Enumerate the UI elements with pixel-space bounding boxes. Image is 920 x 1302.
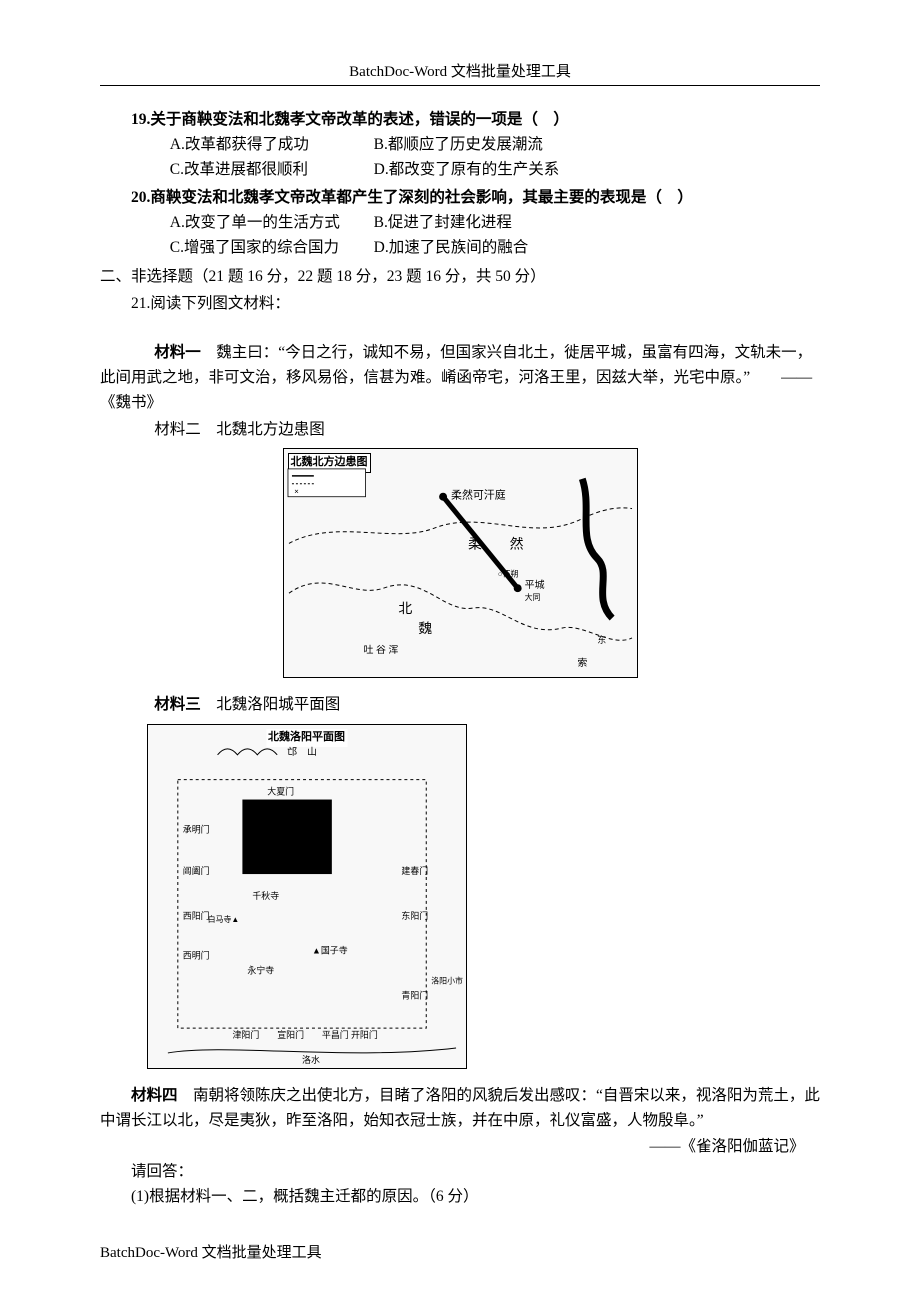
svg-text:西明门: 西明门 (182, 949, 209, 960)
svg-text:承明门: 承明门 (182, 823, 209, 834)
svg-text:✕: ✕ (293, 490, 298, 496)
q21-answer-prompt: 请回答： (100, 1160, 820, 1185)
q20-stem: 20.商鞅变法和北魏孝文帝改革都产生了深刻的社会影响，其最主要的表现是（ ） (100, 186, 820, 211)
page-footer: BatchDoc-Word 文档批量处理工具 (100, 1241, 322, 1262)
document-body: 19.关于商鞅变法和北魏孝文帝改革的表述，错误的一项是（ ） A.改革都获得了成… (100, 108, 820, 1210)
q20-number: 20. (131, 189, 150, 206)
svg-text:平城: 平城 (524, 580, 544, 592)
svg-text:千秋寺: 千秋寺 (252, 890, 279, 901)
svg-text:吐 谷 浑: 吐 谷 浑 (363, 643, 398, 656)
svg-text:永宁寺: 永宁寺 (247, 964, 274, 975)
svg-text:宣阳门: 宣阳门 (277, 1029, 304, 1040)
svg-text:柔然可汗庭: 柔然可汗庭 (451, 488, 506, 502)
figure-2-wrap: 北魏洛阳平面图 大夏门 承明门 阊阖门 西阳门 西明门 建春门 东阳门 青阳门 … (147, 724, 821, 1078)
q20-option-d: D.加速了民族间的融合 (374, 236, 529, 261)
question-19: 19.关于商鞅变法和北魏孝文帝改革的表述，错误的一项是（ ） A.改革都获得了成… (100, 108, 820, 182)
svg-text:阊阖门: 阊阖门 (182, 865, 209, 876)
figure-1-map: 北魏北方边患图 ✕ 柔然可汗庭 平城 大同 ○怀朔 (283, 448, 638, 678)
q20-text: 商鞅变法和北魏孝文帝改革都产生了深刻的社会影响，其最主要的表现是（ ） (150, 189, 693, 206)
svg-text:○怀朔: ○怀朔 (497, 569, 518, 579)
material-1-label: 材料一 (154, 344, 201, 361)
q19-option-d: D.都改变了原有的生产关系 (374, 158, 560, 183)
figure-2-map: 北魏洛阳平面图 大夏门 承明门 阊阖门 西阳门 西明门 建春门 东阳门 青阳门 … (147, 724, 467, 1069)
q20-option-b: B.促进了封建化进程 (374, 211, 512, 236)
header-rule (100, 85, 820, 86)
svg-text:东阳门: 东阳门 (401, 910, 428, 921)
material-4-label: 材料四 (131, 1087, 178, 1104)
q20-options-row1: A.改变了单一的生活方式 B.促进了封建化进程 (170, 211, 820, 236)
svg-text:大同: 大同 (524, 593, 540, 603)
svg-text:西阳门: 西阳门 (182, 910, 209, 921)
svg-text:大夏门: 大夏门 (267, 786, 294, 797)
q19-stem: 19.关于商鞅变法和北魏孝文帝改革的表述，错误的一项是（ ） (100, 108, 820, 133)
figure-1-wrap: 北魏北方边患图 ✕ 柔然可汗庭 平城 大同 ○怀朔 (100, 448, 820, 687)
q19-text: 关于商鞅变法和北魏孝文帝改革的表述，错误的一项是（ ） (150, 111, 569, 128)
svg-text:青阳门: 青阳门 (401, 989, 428, 1000)
material-4: 材料四 南朝将领陈庆之出使北方，目睹了洛阳的风貌后发出感叹：“自晋宋以来，视洛阳… (100, 1084, 820, 1134)
material-1-text: 魏主曰：“今日之行，诚知不易，但国家兴自北土，徙居平城，虽富有四海，文轨未一，此… (100, 344, 812, 411)
svg-text:魏: 魏 (418, 621, 432, 637)
q21-sub1-text: (1)根据材料一、二，概括魏主迁都的原因。（6 分） (131, 1188, 478, 1205)
material-2-label: 材料二 北魏北方边患图 (100, 418, 820, 443)
section-2-heading: 二、非选择题（21 题 16 分，22 题 18 分，23 题 16 分，共 5… (100, 265, 820, 290)
svg-text:津阳门: 津阳门 (232, 1029, 259, 1040)
q19-number: 19. (131, 111, 150, 128)
svg-text:▲国子寺: ▲国子寺 (311, 946, 347, 956)
material-1: 材料一 魏主曰：“今日之行，诚知不易，但国家兴自北土，徙居平城，虽富有四海，文轨… (100, 316, 820, 415)
material-4-source: ——《雀洛阳伽蓝记》 (100, 1135, 805, 1160)
svg-text:平昌门 开阳门: 平昌门 开阳门 (321, 1029, 377, 1040)
q20-option-c: C.增强了国家的综合国力 (170, 236, 370, 261)
q19-option-a: A.改革都获得了成功 (170, 133, 370, 158)
material-3-label: 材料三 (154, 696, 201, 713)
svg-text:北: 北 (398, 601, 412, 617)
svg-text:洛阳小市: 洛阳小市 (431, 975, 463, 985)
svg-text:建春门: 建春门 (401, 865, 428, 876)
q21-sub1: (1)根据材料一、二，概括魏主迁都的原因。（6 分） (100, 1185, 820, 1210)
q20-option-a: A.改变了单一的生活方式 (170, 211, 370, 236)
material-4-text: 南朝将领陈庆之出使北方，目睹了洛阳的风貌后发出感叹：“自晋宋以来，视洛阳为荒土，… (100, 1087, 820, 1129)
svg-text:洛水: 洛水 (302, 1054, 320, 1065)
page-header-title: BatchDoc-Word 文档批量处理工具 (100, 60, 820, 81)
svg-text:索: 索 (577, 656, 587, 669)
q19-option-b: B.都顺应了历史发展潮流 (374, 133, 543, 158)
figure-1-svg: ✕ 柔然可汗庭 平城 大同 ○怀朔 柔 然 北 魏 吐 谷 浑 (284, 449, 637, 678)
svg-text:邙 山: 邙 山 (287, 746, 317, 758)
svg-text:白马寺▲: 白马寺▲ (207, 914, 239, 924)
q19-option-c: C.改革进展都很顺利 (170, 158, 370, 183)
question-21: 21.阅读下列图文材料： 材料一 魏主曰：“今日之行，诚知不易，但国家兴自北土，… (100, 292, 820, 1210)
question-20: 20.商鞅变法和北魏孝文帝改革都产生了深刻的社会影响，其最主要的表现是（ ） A… (100, 186, 820, 260)
material-3-line: 材料三 北魏洛阳城平面图 (100, 693, 820, 718)
figure-2-svg: 大夏门 承明门 阊阖门 西阳门 西明门 建春门 东阳门 青阳门 宣阳门 平昌门 … (148, 725, 466, 1068)
q19-options-row2: C.改革进展都很顺利 D.都改变了原有的生产关系 (170, 158, 820, 183)
svg-text:东: 东 (597, 634, 606, 645)
svg-text:柔 然: 柔 然 (467, 536, 523, 553)
q19-options-row1: A.改革都获得了成功 B.都顺应了历史发展潮流 (170, 133, 820, 158)
q21-stem: 21.阅读下列图文材料： (100, 292, 820, 317)
material-3-title: 北魏洛阳城平面图 (201, 696, 341, 713)
q20-options-row2: C.增强了国家的综合国力 D.加速了民族间的融合 (170, 236, 820, 261)
